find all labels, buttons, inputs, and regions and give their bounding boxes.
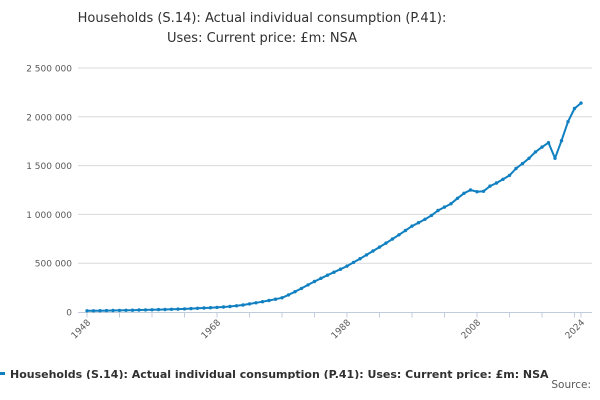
data-point — [546, 141, 551, 145]
data-point — [579, 101, 583, 105]
x-tick-label: 1948 — [70, 318, 93, 341]
data-point — [247, 302, 252, 306]
legend-line-marker-icon — [0, 372, 5, 375]
data-point — [358, 257, 362, 261]
data-point — [488, 184, 492, 188]
data-point — [156, 307, 161, 312]
y-tick-label: 1 500 000 — [26, 162, 72, 172]
data-point — [91, 309, 96, 313]
data-point — [468, 188, 473, 192]
data-point — [130, 308, 135, 312]
data-point — [449, 202, 453, 206]
data-point — [403, 228, 408, 233]
data-point — [351, 260, 356, 265]
data-point — [195, 306, 200, 310]
data-point — [137, 308, 141, 312]
data-point — [234, 304, 239, 308]
data-point — [338, 267, 343, 271]
data-point — [85, 309, 89, 313]
legend: Households (S.14): Actual individual con… — [0, 363, 600, 379]
data-point — [410, 224, 414, 228]
data-point — [163, 307, 167, 312]
data-point — [104, 308, 109, 313]
data-point — [475, 190, 479, 194]
data-point — [553, 156, 557, 160]
data-point — [312, 279, 317, 284]
data-point — [423, 217, 427, 221]
data-point — [533, 150, 538, 154]
data-point — [332, 270, 336, 274]
data-point — [364, 253, 369, 257]
data-point — [176, 307, 180, 311]
data-point — [280, 296, 284, 300]
data-point — [254, 301, 258, 305]
data-point — [111, 308, 115, 313]
series-line — [86, 102, 582, 312]
data-point — [98, 309, 102, 313]
y-tick-label: 500 000 — [35, 260, 72, 270]
data-point — [507, 173, 512, 178]
data-point — [390, 237, 395, 241]
data-point — [189, 306, 193, 311]
data-point — [169, 307, 174, 311]
chart-plot-area: 0 500 000 1 000 000 1 500 000 2 000 000 2 500… — [26, 65, 592, 341]
chart-title: Households (S.14): Actual individual con… — [0, 9, 562, 49]
x-tick-label: 2008 — [460, 318, 483, 341]
x-tick-label: 1968 — [200, 318, 223, 341]
data-point — [117, 308, 122, 313]
data-point — [416, 221, 421, 225]
chart-title-line2: Uses: Current price: £m: NSA — [167, 31, 357, 46]
data-point — [221, 305, 226, 309]
x-tick-label: 1988 — [330, 318, 353, 341]
data-point — [501, 177, 505, 181]
chart-title-line1: Households (S.14): Actual individual con… — [77, 11, 447, 26]
data-point — [429, 213, 434, 218]
y-tick-label: 0 — [66, 309, 72, 319]
data-point — [182, 307, 187, 311]
data-point — [241, 303, 245, 307]
data-point — [559, 139, 564, 143]
y-tick-label: 1 000 000 — [26, 211, 72, 221]
data-point — [514, 166, 518, 171]
data-point — [208, 306, 213, 310]
x-tick-label: 2024 — [564, 318, 587, 341]
source-label: Source: — [551, 379, 591, 391]
data-point — [293, 290, 297, 294]
data-point — [286, 293, 291, 297]
data-point — [215, 305, 219, 310]
data-point — [572, 106, 577, 111]
y-tick-label: 2 000 000 — [26, 113, 72, 123]
data-point — [325, 273, 330, 277]
data-point — [228, 304, 232, 309]
data-point — [436, 208, 440, 213]
data-point — [150, 308, 154, 312]
data-point — [371, 249, 375, 253]
data-point — [527, 156, 531, 160]
data-point — [273, 297, 278, 301]
data-point — [540, 145, 544, 149]
data-point — [520, 161, 525, 166]
data-point — [260, 300, 265, 304]
data-point — [494, 181, 499, 185]
data-point — [481, 189, 486, 193]
data-point — [377, 245, 382, 249]
data-point — [397, 233, 401, 237]
data-point — [455, 196, 460, 200]
data-point — [442, 205, 447, 209]
data-point — [566, 120, 570, 124]
y-tick-label: 2 500 000 — [26, 65, 72, 75]
data-point — [384, 241, 388, 245]
legend-label: Households (S.14): Actual individual con… — [10, 368, 549, 379]
data-point — [462, 191, 466, 195]
data-point — [306, 283, 310, 287]
data-point — [267, 298, 271, 303]
data-point — [143, 308, 148, 312]
data-point — [319, 276, 323, 280]
data-point — [299, 286, 304, 291]
data-point — [345, 264, 349, 268]
data-point — [202, 306, 206, 310]
data-point — [124, 308, 128, 312]
